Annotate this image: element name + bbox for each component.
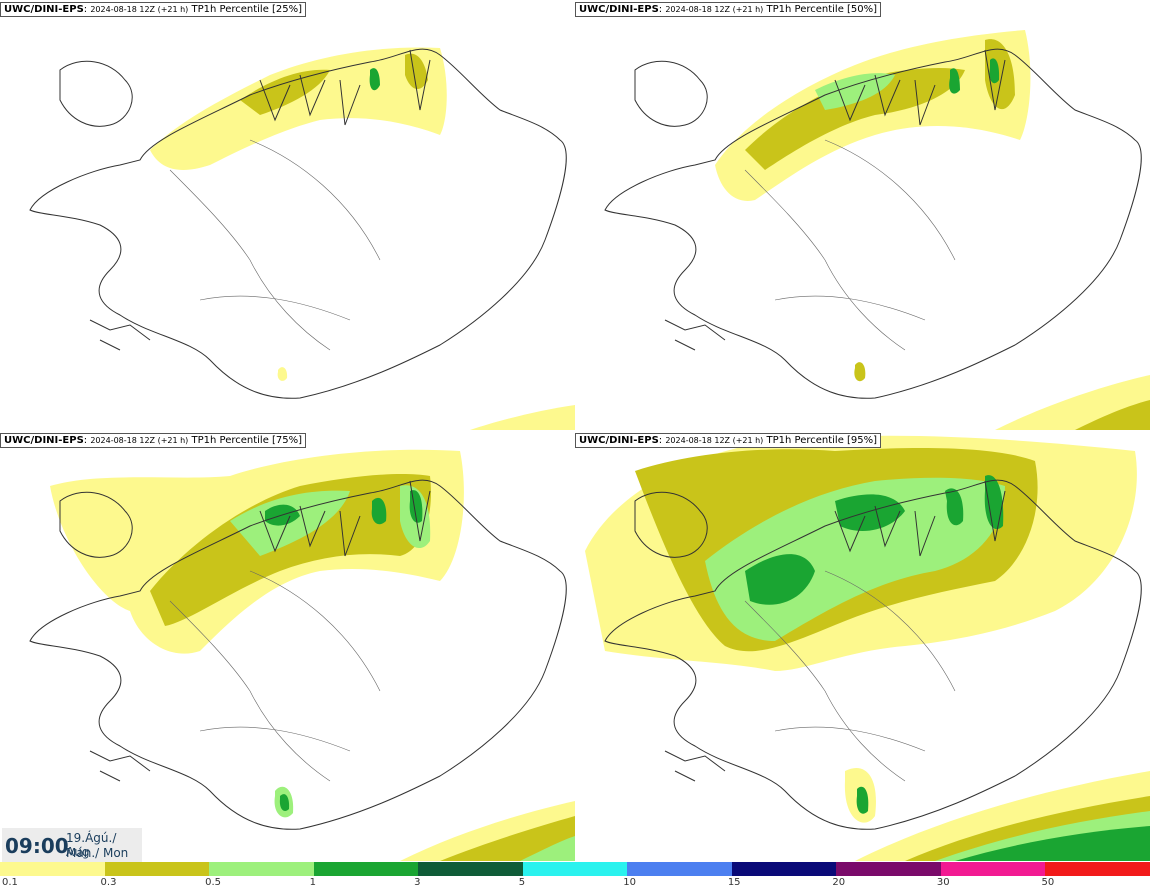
valid-time-box: 09:00 19.Ágú./ Aug Mán./ Mon	[2, 828, 142, 862]
legend-tick-label: 0.5	[205, 877, 221, 888]
legend-swatch	[313, 862, 419, 876]
valid-date: 19.Ágú./ Aug	[66, 831, 117, 859]
legend-swatch	[1045, 862, 1150, 876]
map-canvas	[585, 435, 1150, 861]
legend-ticks: 0.1 0.3 0.5 1 3 5 10 15 20 30 50	[0, 876, 1150, 891]
precip-area-corner-olive	[1075, 400, 1150, 430]
map-canvas	[29, 47, 575, 430]
legend-swatch	[0, 862, 105, 876]
precip-area-green	[265, 490, 423, 526]
panel-title: UWC/DINI-EPS: 2024-08-18 12Z (+21 h) TP1…	[575, 2, 882, 17]
legend-swatch	[522, 862, 628, 876]
map-panel-95: UWC/DINI-EPS: 2024-08-18 12Z (+21 h) TP1…	[575, 431, 1150, 861]
legend-swatch	[731, 862, 837, 876]
panel-title: UWC/DINI-EPS: 2024-08-18 12Z (+21 h) TP1…	[0, 2, 307, 17]
legend-tick-label: 30	[936, 877, 950, 888]
map-canvas	[604, 30, 1150, 430]
legend-tick-label: 20	[832, 877, 846, 888]
panel-title: UWC/DINI-EPS: 2024-08-18 12Z (+21 h) TP1…	[575, 433, 882, 448]
precip-area-south	[854, 362, 866, 382]
precip-area-south-green	[279, 794, 290, 811]
precip-area-olive	[150, 474, 431, 626]
map-canvas	[29, 449, 575, 861]
precip-area-olive	[240, 53, 428, 115]
map-panel-25: UWC/DINI-EPS: 2024-08-18 12Z (+21 h) TP1…	[0, 0, 575, 430]
valid-weekday: Mán./ Mon	[66, 846, 129, 860]
precip-area-olive	[745, 39, 1015, 170]
valid-time: 09:00	[5, 834, 69, 858]
precip-area-green	[949, 58, 1000, 94]
precip-area-corner-olive	[440, 816, 575, 861]
precip-area-corner-green	[520, 836, 575, 861]
panel-title: UWC/DINI-EPS: 2024-08-18 12Z (+21 h) TP1…	[0, 433, 307, 448]
precip-area-corner	[470, 405, 575, 430]
legend-tick-label: 10	[623, 877, 636, 888]
legend-swatch	[418, 862, 523, 876]
legend-swatch	[627, 862, 732, 876]
legend-swatch	[940, 862, 1046, 876]
map-panel-75: UWC/DINI-EPS: 2024-08-18 12Z (+21 h) TP1…	[0, 431, 575, 861]
precip-area-south-green	[856, 786, 869, 814]
precip-area-south	[277, 367, 288, 381]
legend-tick-label: 15	[727, 877, 741, 888]
legend-swatch	[104, 862, 210, 876]
legend-tick-label: 0.3	[100, 877, 117, 888]
precip-area-lightgreen	[815, 73, 895, 110]
precip-area-corner-green	[955, 826, 1150, 861]
legend-swatch	[836, 862, 941, 876]
legend-tick-label: 1	[309, 877, 316, 888]
map-panel-50: UWC/DINI-EPS: 2024-08-18 12Z (+21 h) TP1…	[575, 0, 1150, 430]
precip-area-green	[745, 475, 1004, 605]
legend-swatch	[209, 862, 314, 876]
legend-tick-label: 50	[1041, 877, 1055, 888]
legend-tick-label: 5	[518, 877, 526, 888]
legend-tick-label: 0.1	[2, 877, 18, 888]
precip-area-green	[369, 68, 380, 91]
legend-tick-label: 3	[414, 877, 421, 888]
precip-area-yellow	[150, 47, 447, 170]
color-legend	[0, 862, 1150, 876]
